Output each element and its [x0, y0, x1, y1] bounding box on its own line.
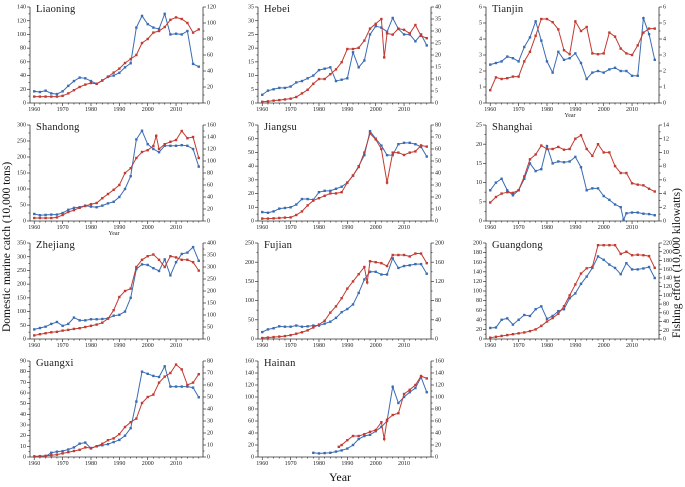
- subplot-title: Liaoning: [36, 4, 76, 15]
- subplot-tianjin: Tianjin Year: [456, 0, 684, 119]
- hainan-plot: [228, 354, 456, 472]
- subplot-title: Hebei: [264, 4, 291, 15]
- subplot-zhejiang: Zhejiang: [0, 236, 228, 354]
- zhejiang-plot: [0, 236, 228, 354]
- subplot-fujian: Fujian: [228, 236, 456, 354]
- subplot-title: Tianjin: [492, 4, 524, 15]
- guangdong-plot: [456, 236, 684, 354]
- figure-ylabel-left: Domestic marine catch (10,000 tons): [1, 161, 13, 332]
- liaoning-plot: [0, 0, 228, 118]
- fujian-plot: [228, 236, 456, 354]
- shanghai-plot: [456, 118, 684, 236]
- subplot-title: Guangxi: [36, 358, 74, 369]
- subplot-hainan: Hainan: [228, 354, 456, 472]
- x-axis-label: Year: [108, 231, 120, 237]
- hebei-plot: [228, 0, 456, 118]
- tianjin-plot: [456, 0, 684, 118]
- subplot-guangxi: Guangxi: [0, 354, 228, 472]
- figure-ylabel-right: Fishing effort (10,000 kilowatts): [671, 188, 683, 338]
- shandong-plot: [0, 118, 228, 236]
- figure-xlabel: Year: [328, 470, 352, 484]
- subplot-title: Jiangsu: [264, 122, 297, 133]
- subplot-title: Fujian: [264, 240, 293, 251]
- subplot-title: Zhejiang: [36, 240, 75, 251]
- subplot-title: Guangdong: [492, 240, 543, 251]
- x-axis-label: Year: [564, 113, 576, 119]
- jiangsu-plot: [228, 118, 456, 236]
- guangxi-plot: [0, 354, 228, 472]
- subplot-title: Shanghai: [492, 122, 533, 133]
- subplot-jiangsu: Jiangsu: [228, 118, 456, 236]
- subplot-liaoning: Liaoning: [0, 0, 228, 118]
- subplot-title: Hainan: [264, 358, 296, 369]
- subplot-title: Shandong: [36, 122, 80, 133]
- subplot-hebei: Hebei: [228, 0, 456, 118]
- subplot-guangdong: Guangdong: [456, 236, 684, 354]
- subplot-shandong: Shandong Year: [0, 118, 228, 237]
- subplot-shanghai: Shanghai: [456, 118, 684, 236]
